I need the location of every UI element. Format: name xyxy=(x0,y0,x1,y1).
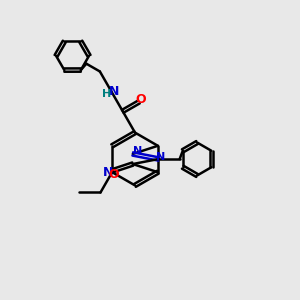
Text: N: N xyxy=(133,146,142,156)
Text: H: H xyxy=(102,89,112,99)
Text: O: O xyxy=(108,168,119,181)
Text: N: N xyxy=(155,152,165,163)
Text: N: N xyxy=(108,85,119,98)
Text: N: N xyxy=(103,166,113,179)
Text: O: O xyxy=(136,93,146,106)
